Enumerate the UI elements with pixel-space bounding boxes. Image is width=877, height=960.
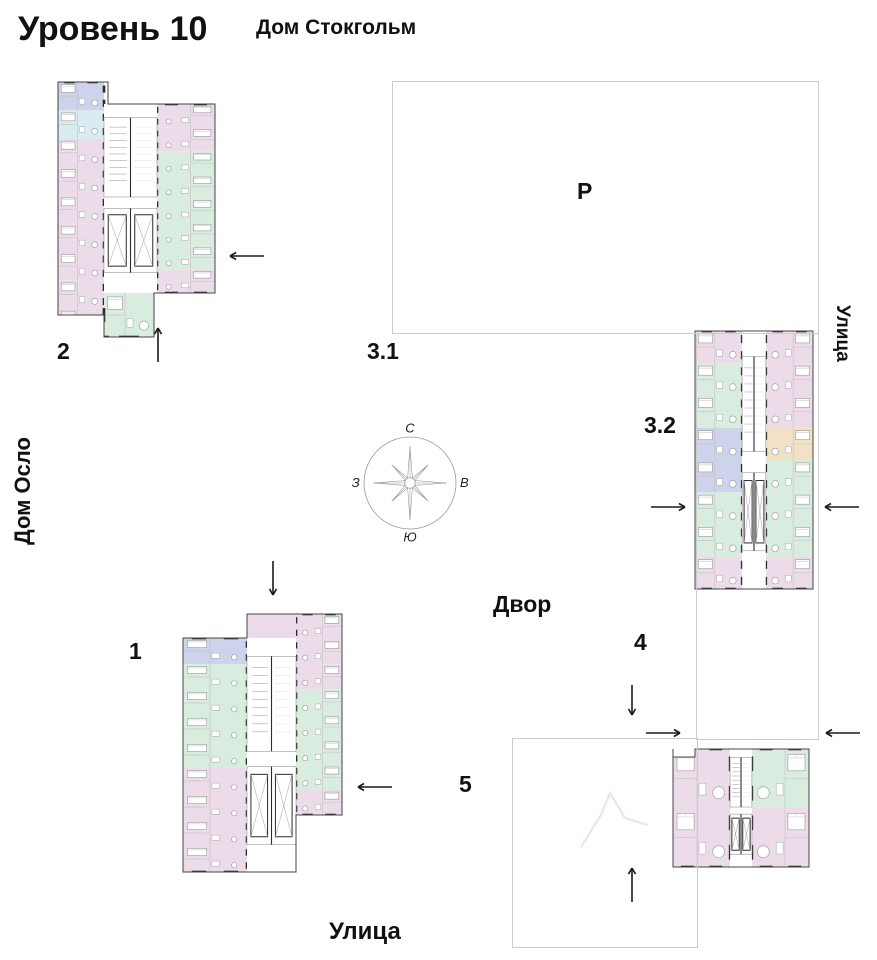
svg-text:В: В (460, 475, 469, 490)
svg-text:С: С (405, 421, 415, 436)
svg-text:Ю: Ю (403, 529, 416, 544)
svg-text:З: З (352, 475, 360, 490)
